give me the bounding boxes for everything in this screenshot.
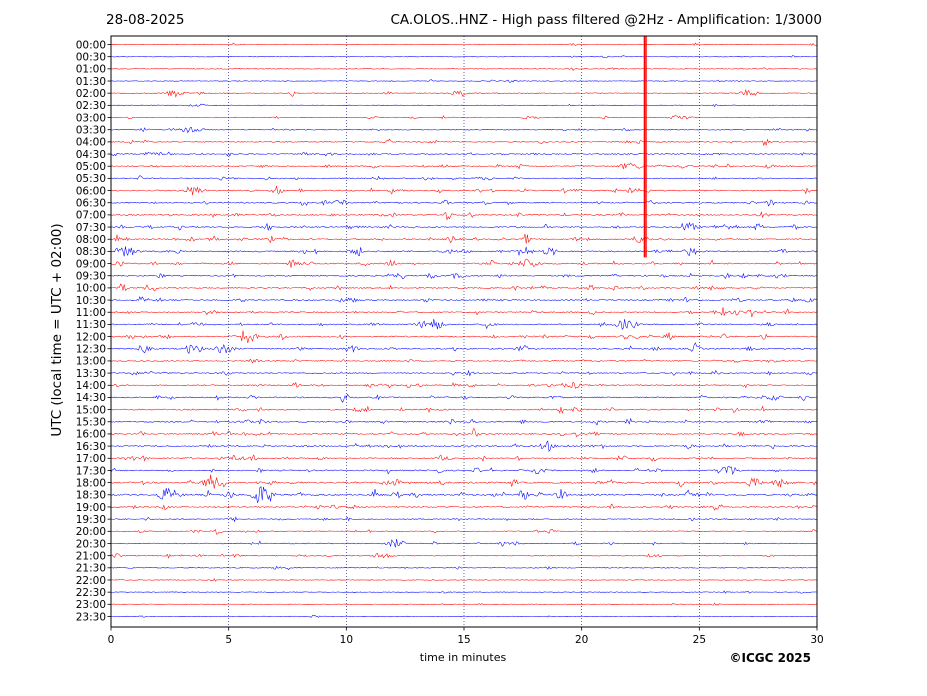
trace-1730 — [110, 466, 817, 475]
y-tick-label: 00:30 — [76, 51, 106, 63]
y-tick-label: 05:00 — [76, 161, 106, 173]
y-tick-label: 07:30 — [76, 222, 106, 234]
y-tick-label: 06:30 — [76, 198, 106, 210]
y-tick-label: 01:00 — [76, 64, 106, 76]
trace-0530 — [110, 175, 817, 181]
y-axis: 00:0000:3001:0001:3002:0002:3003:0003:30… — [76, 39, 111, 623]
y-tick-label: 08:00 — [76, 234, 106, 246]
y-tick-label: 16:00 — [76, 429, 106, 441]
y-tick-label: 04:30 — [76, 149, 106, 161]
trace-0900 — [110, 258, 817, 268]
y-tick-label: 02:00 — [76, 88, 106, 100]
trace-1530 — [110, 417, 817, 426]
x-tick-label: 5 — [225, 634, 232, 646]
trace-0800 — [110, 233, 817, 244]
spike-layer — [643, 36, 647, 258]
trace-1330 — [110, 369, 817, 377]
x-axis: 0 5 10 15 20 25 30 — [108, 627, 824, 646]
trace-0030 — [110, 55, 817, 59]
y-tick-label: 11:30 — [76, 319, 106, 331]
y-tick-label: 07:00 — [76, 210, 106, 222]
trace-0100 — [110, 67, 817, 71]
trace-1500 — [110, 405, 817, 414]
y-axis-label: UTC (local time = UTC + 02:00) — [49, 223, 65, 437]
y-tick-label: 04:00 — [76, 137, 106, 149]
trace-0730 — [110, 221, 817, 231]
x-tick-label: 20 — [575, 634, 588, 646]
plot-frame — [110, 35, 818, 628]
y-tick-label: 03:00 — [76, 112, 106, 124]
y-tick-label: 14:30 — [76, 392, 106, 404]
y-tick-label: 17:00 — [76, 453, 106, 465]
y-tick-label: 02:30 — [76, 100, 106, 112]
trace-1800 — [110, 474, 817, 489]
copyright-label: ©ICGC 2025 — [729, 651, 811, 665]
trace-0600 — [110, 185, 817, 196]
y-tick-label: 10:30 — [76, 295, 106, 307]
x-tick-label: 0 — [108, 634, 115, 646]
trace-0700 — [110, 211, 817, 221]
trace-0000 — [110, 42, 817, 47]
y-tick-label: 21:00 — [76, 550, 106, 562]
x-tick-label: 15 — [457, 634, 470, 646]
y-tick-label: 00:00 — [76, 39, 106, 51]
y-tick-label: 18:00 — [76, 477, 106, 489]
y-tick-label: 22:00 — [76, 575, 106, 587]
trace-0830 — [110, 246, 817, 257]
y-tick-label: 06:00 — [76, 185, 106, 197]
date-label: 28-08-2025 — [106, 12, 185, 28]
y-tick-label: 12:00 — [76, 331, 106, 343]
y-tick-label: 22:30 — [76, 587, 106, 599]
y-tick-label: 18:30 — [76, 490, 106, 502]
x-axis-label: time in minutes — [419, 651, 507, 664]
y-tick-label: 09:00 — [76, 258, 106, 270]
y-tick-label: 11:00 — [76, 307, 106, 319]
x-tick-label: 10 — [340, 634, 353, 646]
trace-1600 — [110, 428, 817, 438]
y-tick-label: 03:30 — [76, 124, 106, 136]
x-tick-label: 30 — [810, 634, 823, 646]
y-tick-label: 13:30 — [76, 368, 106, 380]
y-tick-label: 19:00 — [76, 502, 106, 514]
trace-1830 — [110, 486, 817, 504]
y-tick-label: 15:00 — [76, 404, 106, 416]
trace-1700 — [110, 454, 817, 462]
trace-2300 — [110, 602, 817, 606]
y-tick-label: 08:30 — [76, 246, 106, 258]
trace-1630 — [110, 440, 817, 453]
y-tick-label: 17:30 — [76, 465, 106, 477]
y-tick-label: 20:00 — [76, 526, 106, 538]
y-tick-label: 05:30 — [76, 173, 106, 185]
y-tick-label: 19:30 — [76, 514, 106, 526]
y-tick-label: 12:30 — [76, 344, 106, 356]
y-tick-label: 23:00 — [76, 599, 106, 611]
trace-1430 — [110, 393, 817, 403]
y-tick-label: 21:30 — [76, 563, 106, 575]
y-tick-label: 20:30 — [76, 538, 106, 550]
trace-0630 — [110, 199, 817, 207]
chart-title: CA.OLOS..HNZ - High pass filtered @2Hz -… — [390, 12, 822, 28]
y-tick-label: 13:00 — [76, 356, 106, 368]
grid-lines — [228, 36, 700, 627]
x-tick-label: 25 — [693, 634, 706, 646]
trace-2330 — [110, 615, 817, 618]
y-tick-label: 23:30 — [76, 611, 106, 623]
trace-1900 — [110, 503, 817, 511]
y-tick-label: 14:00 — [76, 380, 106, 392]
y-tick-label: 01:30 — [76, 76, 106, 88]
y-tick-label: 10:00 — [76, 283, 106, 295]
y-tick-label: 09:30 — [76, 271, 106, 283]
y-tick-label: 15:30 — [76, 417, 106, 429]
y-tick-label: 16:30 — [76, 441, 106, 453]
